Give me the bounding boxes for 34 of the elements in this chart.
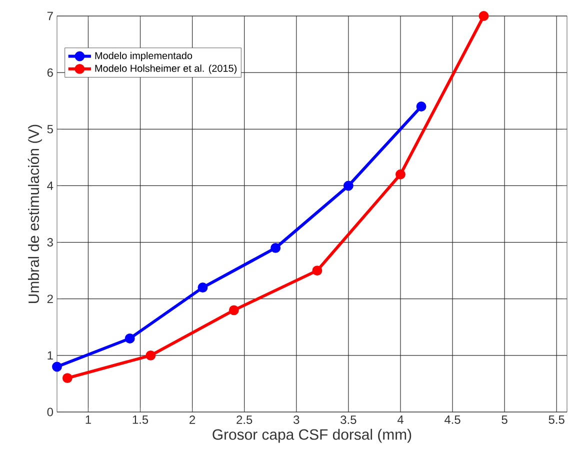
point — [198, 282, 208, 293]
y-axis-title: Umbral de estimulación (V) — [28, 124, 42, 303]
legend-label: Modelo implementado — [95, 52, 192, 62]
x-tick-label: 3.5 — [340, 416, 356, 424]
y-tick-label: 2 — [47, 294, 53, 304]
x-axis-title: Grosor capa CSF dorsal (mm) — [212, 428, 412, 443]
point — [395, 169, 406, 180]
point — [62, 373, 72, 384]
point — [124, 333, 135, 344]
point — [146, 350, 156, 360]
x-tick-label: 2.5 — [236, 416, 252, 424]
point — [228, 305, 239, 316]
point — [478, 11, 489, 21]
x-tick-label: 3 — [294, 416, 300, 424]
point — [416, 102, 426, 112]
y-tick-label: 6 — [47, 68, 53, 77]
x-tick-label: 1.5 — [132, 416, 148, 424]
x-tick-label: 5 — [502, 416, 508, 424]
x-tick-label: 1 — [86, 416, 91, 424]
point — [270, 242, 281, 253]
y-tick-label: 3 — [47, 238, 53, 247]
x-tick-label: 2 — [190, 416, 196, 424]
y-tick-label: 0 — [47, 408, 54, 416]
point — [52, 362, 62, 372]
y-tick-label: 1 — [48, 351, 53, 360]
x-tick-label: 4 — [397, 416, 404, 424]
x-tick-label: 5.5 — [548, 416, 564, 424]
legend-label: Modelo Holsheimer et al. (2015) — [95, 64, 237, 74]
y-tick-label: 5 — [47, 124, 53, 134]
y-tick-label: 7 — [47, 12, 53, 20]
point — [312, 266, 322, 276]
x-tick-label: 4.5 — [444, 416, 460, 424]
point — [343, 180, 354, 191]
y-tick-label: 4 — [47, 182, 54, 190]
